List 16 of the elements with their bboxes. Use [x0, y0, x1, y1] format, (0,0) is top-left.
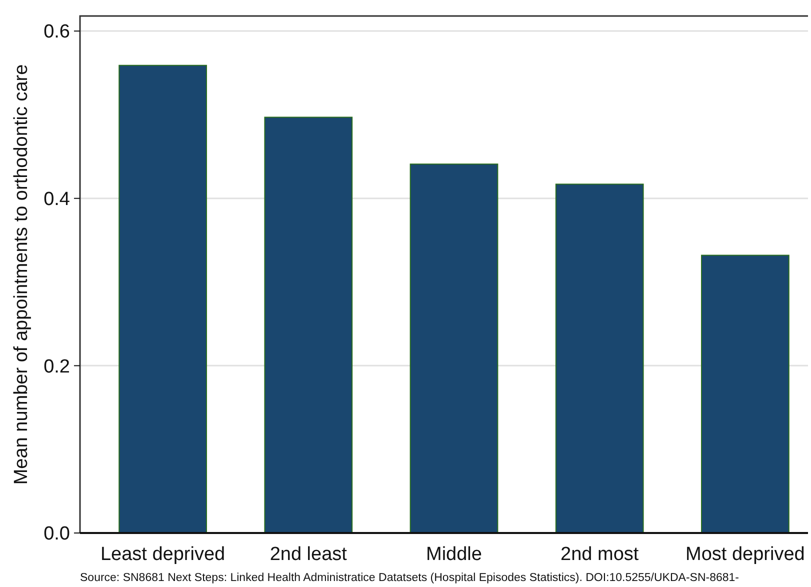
x-tick-label: 2nd most	[560, 544, 640, 565]
y-tick-label: 0.0	[44, 524, 70, 545]
y-tick-label: 0.6	[44, 22, 70, 43]
y-tick-label: 0.2	[44, 356, 70, 378]
y-tick-label: 0.4	[44, 189, 70, 210]
bar	[701, 254, 790, 534]
bar	[118, 64, 207, 534]
x-tick-label: Middle	[426, 544, 482, 565]
bar	[555, 184, 644, 534]
x-tick-label: 2nd least	[270, 544, 348, 565]
x-tick-label: Most deprived	[686, 544, 805, 565]
x-tick-label: Least deprived	[100, 544, 226, 565]
y-axis-title: Mean number of appointments to orthodontic care	[11, 64, 32, 485]
bar	[264, 116, 353, 534]
bar	[410, 164, 498, 534]
source-note: Source: SN8681 Next Steps: Linked Health Administratice Datatsets (Hospital Episodes Statistics). DOI:10.5255/UKDA-SN-8681-	[80, 572, 740, 584]
